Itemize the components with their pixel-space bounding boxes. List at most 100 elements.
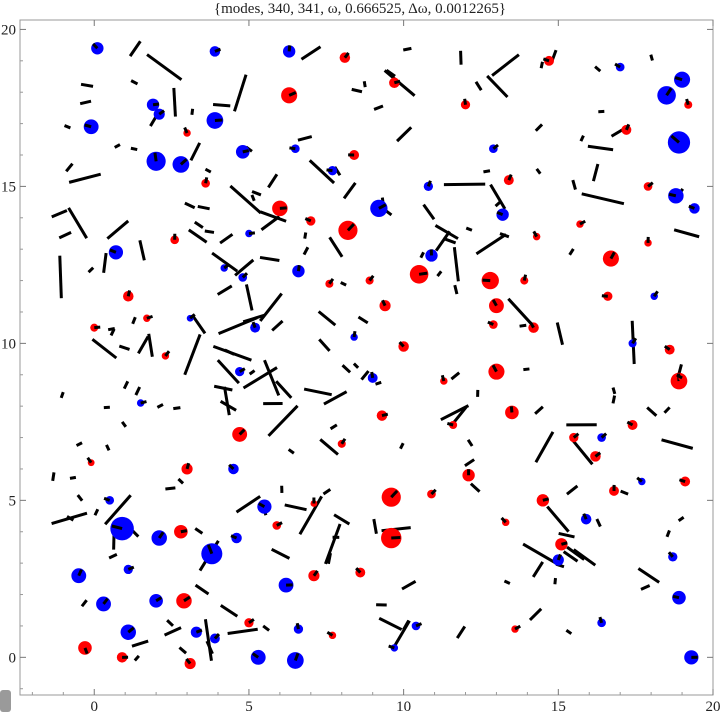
mode-arrow — [601, 294, 608, 298]
mode-arrow — [636, 476, 643, 483]
flow-segment — [318, 338, 331, 352]
flow-segment — [79, 99, 92, 106]
mode-arrow — [463, 98, 467, 105]
mode-arrow — [631, 337, 638, 345]
mode-arrow — [157, 531, 165, 539]
flow-segment — [284, 503, 307, 512]
flow-segment — [58, 255, 63, 299]
mode-arrow — [355, 567, 362, 574]
flow-segment — [469, 482, 481, 493]
mode-arrow — [126, 290, 132, 297]
flow-segment — [591, 163, 600, 182]
mode-arrow — [509, 406, 514, 413]
mode-arrow — [189, 313, 196, 320]
flow-segment — [287, 448, 295, 455]
flow-segment — [178, 646, 188, 655]
flow-segment — [402, 619, 411, 631]
flow-segment — [113, 143, 121, 149]
flow-segment — [204, 229, 215, 234]
flow-segment — [326, 552, 332, 565]
flow-segment — [303, 387, 332, 397]
flow-segment — [177, 477, 185, 485]
flow-segment — [242, 313, 266, 324]
flow-segment — [216, 284, 233, 296]
flow-segment — [340, 281, 347, 287]
flow-segment — [187, 228, 208, 244]
flow-segment — [250, 194, 256, 202]
flow-segment — [165, 486, 176, 491]
flow-segment — [267, 404, 299, 437]
flow-segment — [534, 123, 544, 132]
flow-segment — [233, 74, 248, 112]
mode-arrow — [164, 350, 171, 357]
mode-arrow — [579, 219, 586, 226]
mode-arrow — [153, 152, 158, 162]
mode-arrow — [626, 420, 634, 427]
flow-segment — [76, 494, 84, 502]
flow-segment — [341, 364, 352, 374]
flow-segment — [531, 561, 544, 578]
flow-segment — [399, 442, 405, 450]
flow-segment — [385, 68, 396, 78]
flow-segment — [297, 135, 313, 142]
mode-arrow — [352, 330, 357, 338]
mode-arrow — [440, 374, 446, 382]
flow-segment — [105, 444, 111, 452]
mode-arrow — [430, 488, 437, 496]
flow-segment — [453, 284, 459, 295]
mode-arrow — [183, 126, 189, 134]
mode-arrow — [241, 272, 249, 279]
flow-segment — [562, 550, 579, 563]
mode-arrow — [293, 652, 300, 661]
flow-segment — [63, 124, 71, 130]
flow-segment — [251, 190, 262, 197]
flow-segment — [213, 384, 233, 392]
flow-segment — [106, 219, 130, 240]
flow-segment — [534, 431, 555, 463]
flow-segment — [51, 472, 56, 482]
flow-segment — [489, 183, 507, 210]
mode-arrow — [328, 278, 335, 285]
flow-segment — [373, 104, 384, 111]
x-tick-label: 0 — [91, 699, 99, 714]
mode-arrow — [251, 321, 257, 329]
flow-segment — [464, 458, 475, 467]
mode-arrow — [670, 134, 680, 144]
mode-arrow — [674, 76, 683, 82]
mode-arrow — [446, 421, 454, 427]
flow-segment — [242, 366, 278, 390]
flow-segment — [51, 209, 68, 219]
flow-segment — [120, 420, 128, 428]
flow-segment — [183, 333, 202, 376]
flow-segment — [375, 380, 382, 386]
resize-handle[interactable] — [0, 690, 11, 712]
mode-arrow — [678, 478, 686, 483]
mode-arrow — [514, 624, 521, 631]
flow-segment — [130, 146, 138, 152]
flow-segment — [491, 53, 520, 77]
y-tick-label: 10 — [1, 336, 16, 352]
flow-segment — [59, 391, 65, 399]
mode-arrow — [180, 529, 188, 534]
mode-arrow — [676, 373, 683, 380]
flow-segment — [80, 82, 94, 88]
flow-segment — [329, 423, 338, 431]
flow-segment — [300, 45, 322, 61]
mode-arrow — [529, 321, 535, 329]
flow-segment — [351, 87, 363, 94]
mode-arrow — [102, 597, 109, 605]
flow-segment — [102, 252, 108, 274]
flow-segment — [319, 438, 339, 456]
flow-segment — [466, 438, 474, 447]
flow-segment — [219, 604, 239, 618]
mode-arrow — [214, 47, 222, 53]
mode-arrow — [295, 622, 300, 630]
mode-arrow — [663, 344, 671, 351]
flow-segment — [328, 236, 344, 258]
segments-layer — [51, 40, 700, 662]
flow-segment — [244, 284, 254, 311]
mode-arrow — [289, 146, 296, 151]
flow-segment — [595, 518, 602, 528]
mode-arrow — [251, 652, 260, 659]
